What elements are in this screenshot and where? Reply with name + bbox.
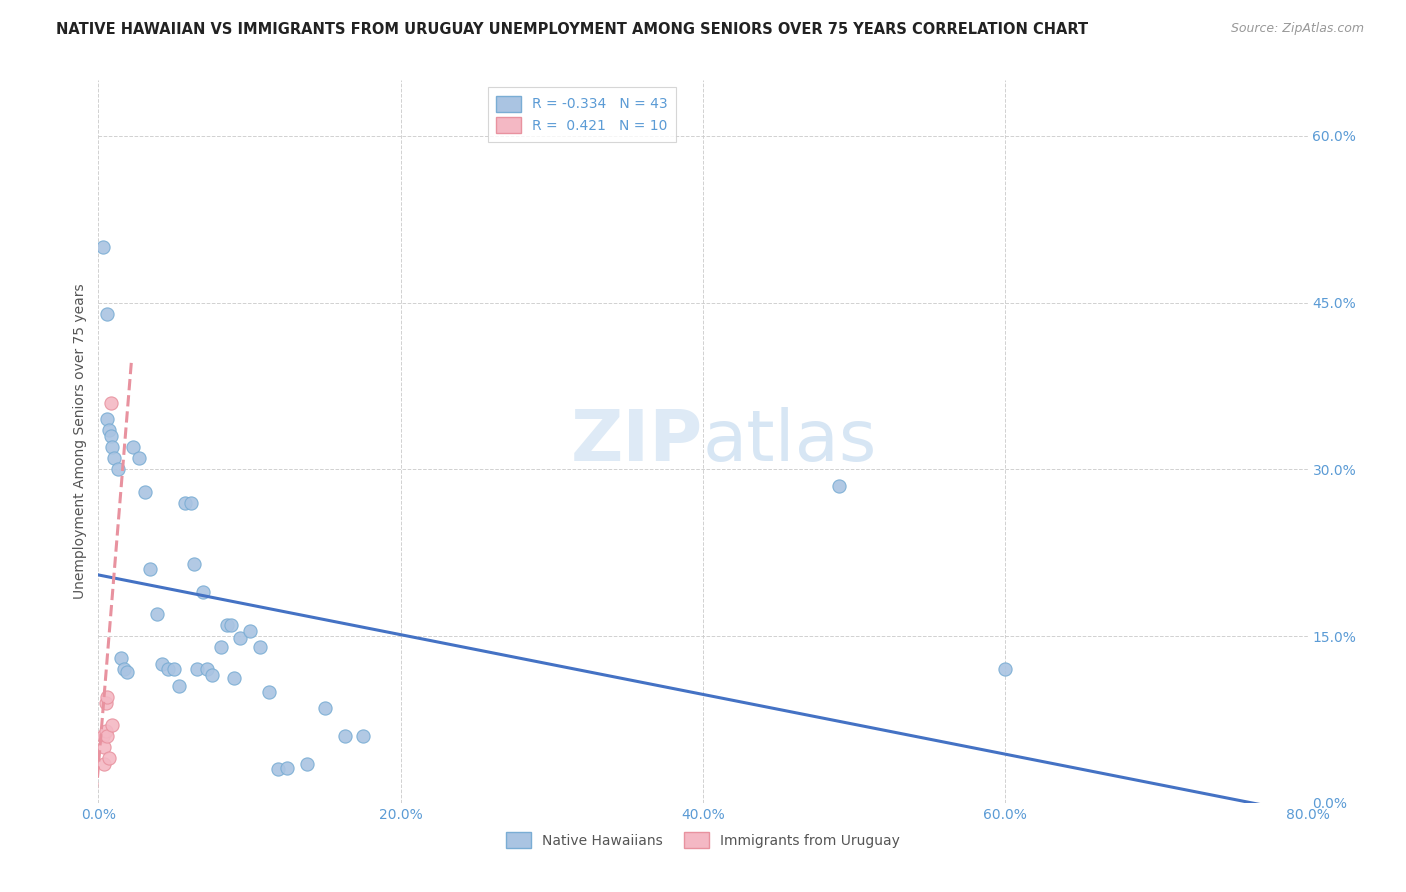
Point [139,562,162,576]
Point [295,756,318,771]
Point [93,756,115,771]
Point [229,632,252,646]
Point [195,662,218,676]
Legend: Native Hawaiians, Immigrants from Uruguay: Native Hawaiians, Immigrants from Urugua… [501,827,905,854]
Point [186,662,208,676]
Point [91,240,114,254]
Point [115,665,138,679]
Text: Source: ZipAtlas.com: Source: ZipAtlas.com [1230,22,1364,36]
Point [183,557,205,571]
Point [98,751,121,765]
Point [224,671,246,685]
Point [112,662,135,676]
Point [96,412,118,426]
Point [201,668,224,682]
Point [110,651,132,665]
Text: NATIVE HAWAIIAN VS IMMIGRANTS FROM URUGUAY UNEMPLOYMENT AMONG SENIORS OVER 75 YE: NATIVE HAWAIIAN VS IMMIGRANTS FROM URUGU… [56,22,1088,37]
Point [156,662,179,676]
Point [257,684,280,698]
Point [180,496,202,510]
Point [96,307,118,321]
Point [994,662,1017,676]
Text: atlas: atlas [703,407,877,476]
Point [314,701,336,715]
Point [221,618,243,632]
Point [122,440,145,454]
Point [93,740,115,755]
Point [96,729,118,743]
Point [96,690,118,705]
Point [101,440,124,454]
Text: ZIP: ZIP [571,407,703,476]
Point [173,496,195,510]
Point [94,723,117,738]
Point [163,662,186,676]
Point [100,429,122,443]
Point [101,718,124,732]
Y-axis label: Unemployment Among Seniors over 75 years: Unemployment Among Seniors over 75 years [73,284,87,599]
Point [146,607,169,621]
Point [94,696,117,710]
Point [134,484,156,499]
Point [276,761,298,775]
Point [215,618,238,632]
Point [333,729,356,743]
Point [191,584,214,599]
Point [100,395,122,409]
Point [167,679,190,693]
Point [267,763,290,777]
Point [107,462,129,476]
Point [98,424,121,438]
Point [828,479,851,493]
Point [91,729,114,743]
Point [150,657,173,671]
Point [249,640,271,655]
Point [352,729,374,743]
Point [239,624,262,638]
Point [103,451,125,466]
Point [128,451,150,466]
Point [209,640,232,655]
